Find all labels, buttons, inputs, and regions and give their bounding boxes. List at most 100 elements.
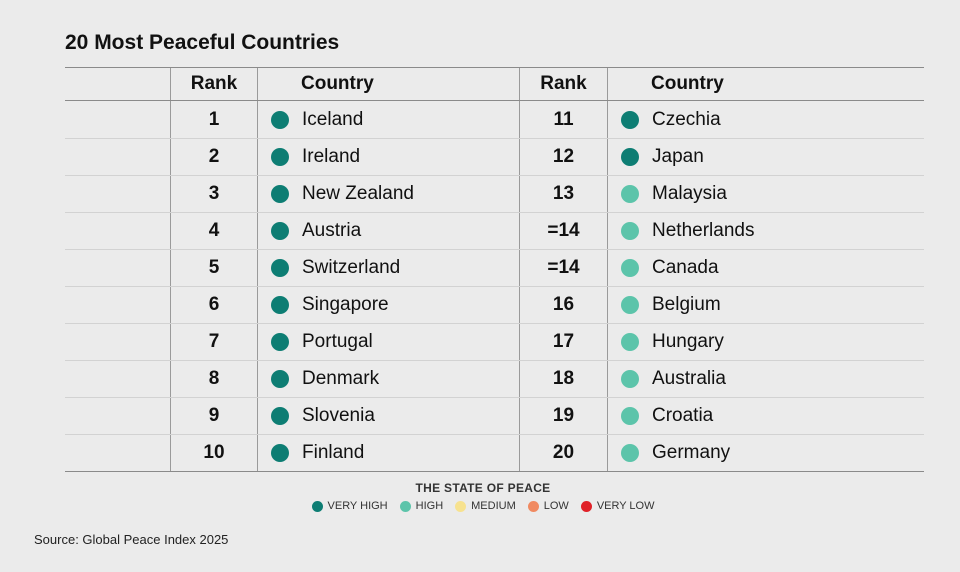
legend-item: VERY LOW <box>580 500 655 512</box>
legend-dot <box>399 500 411 512</box>
blank-cell <box>65 398 170 434</box>
legend-item: VERY HIGH <box>311 500 388 512</box>
country-cell: Australia <box>608 361 924 397</box>
peace-level-dot <box>271 370 289 388</box>
rank-cell: 19 <box>520 398 608 434</box>
country-name: Canada <box>652 257 719 278</box>
rank-cell: 20 <box>520 435 608 471</box>
country-name: Japan <box>652 146 704 167</box>
rank-cell: 10 <box>170 435 258 471</box>
table-row: 1 Iceland 11 Czechia <box>65 101 924 138</box>
table-row: 9 Slovenia 19 Croatia <box>65 397 924 434</box>
peace-level-dot <box>621 148 639 166</box>
peace-level-dot <box>621 407 639 425</box>
rank-cell: 17 <box>520 324 608 360</box>
country-name: Portugal <box>302 331 373 352</box>
peace-level-dot <box>621 110 639 129</box>
country-name: Ireland <box>302 146 361 167</box>
blank-cell <box>65 361 170 397</box>
blank-cell <box>65 250 170 286</box>
peace-level-dot <box>621 222 639 240</box>
country-cell: Finland <box>258 435 520 471</box>
rank-header-left: Rank <box>170 68 258 100</box>
country-cell: Belgium <box>608 287 924 323</box>
country-cell: New Zealand <box>258 176 520 212</box>
legend-label: LOW <box>543 500 569 512</box>
blank-cell <box>65 435 170 471</box>
peace-level-dot <box>271 110 289 129</box>
country-cell: Ireland <box>258 139 520 175</box>
table-row: 3 New Zealand 13 Malaysia <box>65 175 924 212</box>
legend-label: MEDIUM <box>471 500 516 512</box>
peace-level-dot <box>271 222 289 240</box>
rank-cell: 16 <box>520 287 608 323</box>
rank-cell: 2 <box>170 139 258 175</box>
rank-cell: 7 <box>170 324 258 360</box>
country-name: Singapore <box>302 294 389 315</box>
rank-cell: 8 <box>170 361 258 397</box>
country-name: New Zealand <box>302 183 414 204</box>
blank-cell <box>65 324 170 360</box>
country-cell: Germany <box>608 435 924 471</box>
country-name: Netherlands <box>652 220 755 241</box>
country-name: Belgium <box>652 294 721 315</box>
legend-label: VERY LOW <box>596 500 655 512</box>
table-row: 4 Austria =14 Netherlands <box>65 212 924 249</box>
table-row: 6 Singapore 16 Belgium <box>65 286 924 323</box>
blank-cell <box>65 287 170 323</box>
country-cell: Hungary <box>608 324 924 360</box>
country-cell: Singapore <box>258 287 520 323</box>
country-cell: Japan <box>608 139 924 175</box>
peace-level-dot <box>271 259 289 277</box>
country-name: Czechia <box>652 108 721 130</box>
peace-level-dot <box>271 148 289 166</box>
country-name: Germany <box>652 442 731 463</box>
table-row: 2 Ireland 12 Japan <box>65 138 924 175</box>
legend-dot <box>527 500 539 512</box>
rank-cell: 18 <box>520 361 608 397</box>
peace-level-dot <box>621 444 639 462</box>
peace-level-dot <box>621 259 639 277</box>
rank-cell: 5 <box>170 250 258 286</box>
blank-cell <box>65 176 170 212</box>
country-cell: Malaysia <box>608 176 924 212</box>
country-name: Australia <box>652 368 726 389</box>
legend-dot <box>311 500 323 512</box>
rank-header-right: Rank <box>520 68 608 100</box>
rank-cell: 11 <box>520 101 608 138</box>
country-name: Croatia <box>652 405 714 426</box>
legend-label: HIGH <box>415 500 444 512</box>
country-cell: Denmark <box>258 361 520 397</box>
country-name: Austria <box>302 220 362 241</box>
legend-item: LOW <box>527 500 569 512</box>
rank-cell: 12 <box>520 139 608 175</box>
blank-cell <box>65 213 170 249</box>
country-name: Finland <box>302 442 365 463</box>
peace-level-dot <box>271 296 289 314</box>
country-cell: Slovenia <box>258 398 520 434</box>
peace-level-dot <box>621 370 639 388</box>
legend-item: MEDIUM <box>455 500 516 512</box>
rank-cell: =14 <box>520 250 608 286</box>
legend: VERY HIGH HIGH MEDIUM LOW VERY LOW <box>0 500 960 512</box>
chart-title: 20 Most Peaceful Countries <box>65 31 340 54</box>
country-name: Iceland <box>302 108 364 130</box>
peace-level-dot <box>271 444 289 462</box>
table-row: 10 Finland 20 Germany <box>65 434 924 471</box>
rank-cell: 1 <box>170 101 258 138</box>
peace-level-dot <box>271 185 289 203</box>
peace-level-dot <box>621 185 639 203</box>
table-row: 8 Denmark 18 Australia <box>65 360 924 397</box>
source-note: Source: Global Peace Index 2025 <box>34 532 229 547</box>
legend-dot <box>580 500 592 512</box>
table-header-row: Rank Country Rank Country <box>65 68 924 101</box>
country-cell: Portugal <box>258 324 520 360</box>
country-cell: Czechia <box>608 101 924 138</box>
peace-ranking-table: Rank Country Rank Country 1 Iceland 11 Czec… <box>65 67 924 472</box>
country-name: Denmark <box>302 368 380 389</box>
blank-cell <box>65 101 170 138</box>
legend-dot <box>455 500 467 512</box>
rank-cell: 3 <box>170 176 258 212</box>
country-cell: Switzerland <box>258 250 520 286</box>
country-header-left: Country <box>258 68 520 100</box>
